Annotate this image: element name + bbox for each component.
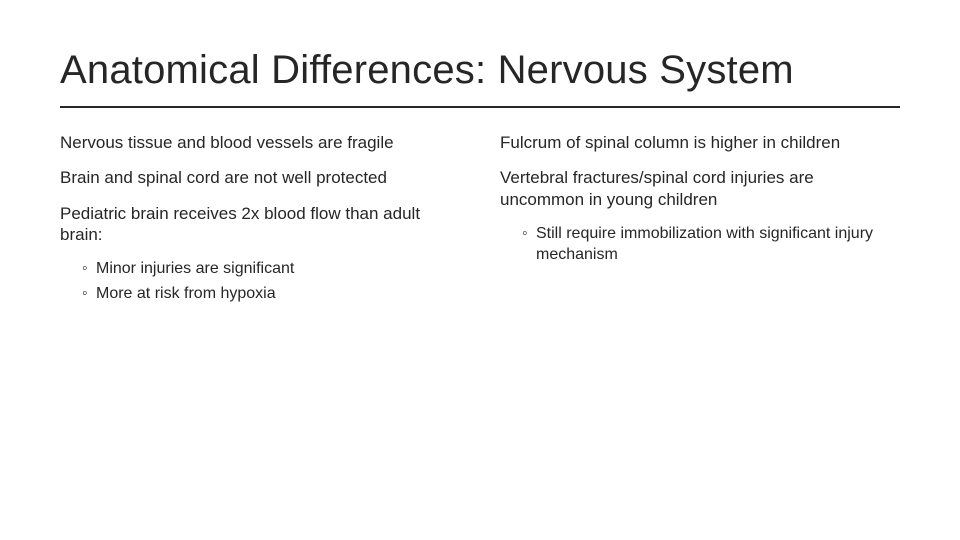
sub-item: Still require immobilization with signif…	[522, 224, 900, 266]
slide: Anatomical Differences: Nervous System N…	[0, 0, 960, 540]
body-item: Vertebral fractures/spinal cord injuries…	[500, 167, 900, 210]
sub-item: More at risk from hypoxia	[82, 284, 460, 305]
right-column: Fulcrum of spinal column is higher in ch…	[500, 132, 900, 319]
sub-list: Still require immobilization with signif…	[500, 224, 900, 266]
content-columns: Nervous tissue and blood vessels are fra…	[60, 132, 900, 319]
sub-list: Minor injuries are significant More at r…	[60, 259, 460, 305]
sub-item: Minor injuries are significant	[82, 259, 460, 280]
body-item: Brain and spinal cord are not well prote…	[60, 167, 460, 188]
body-item: Pediatric brain receives 2x blood flow t…	[60, 203, 460, 246]
body-item: Nervous tissue and blood vessels are fra…	[60, 132, 460, 153]
body-item: Fulcrum of spinal column is higher in ch…	[500, 132, 900, 153]
slide-title: Anatomical Differences: Nervous System	[60, 48, 900, 108]
left-column: Nervous tissue and blood vessels are fra…	[60, 132, 460, 319]
